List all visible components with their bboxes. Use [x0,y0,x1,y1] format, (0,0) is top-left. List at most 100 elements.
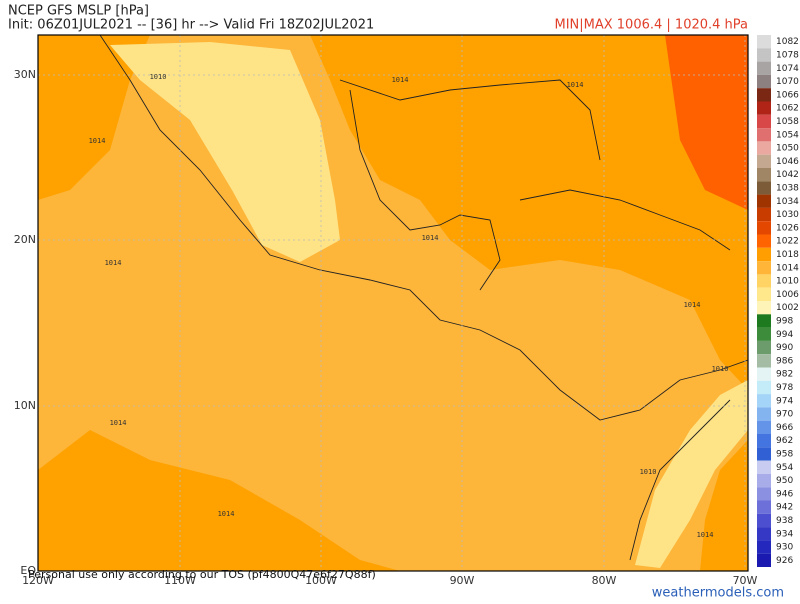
colorbar-cell [757,274,771,288]
colorbar-label: 966 [776,423,793,433]
colorbar-cell [757,128,771,142]
pressure-field [38,430,400,571]
colorbar-cell [757,500,771,514]
colorbar-label: 1046 [776,157,799,167]
colorbar-cell [757,527,771,541]
colorbar-cell [757,314,771,328]
coastlines [99,35,748,561]
colorbar-cell [757,287,771,301]
colorbar-cell [757,473,771,488]
colorbar-label: 1026 [776,223,799,233]
colorbar-cell [757,101,771,115]
contour-label: 1014 [105,259,122,267]
map-area: 1010 1014 1014 1014 1014 1014 1014 1014 1014 1010… [38,35,748,571]
coastline [519,189,731,251]
colorbar-cell [757,367,771,381]
colorbar-label: 1070 [776,77,799,87]
colorbar-cell [757,48,771,62]
colorbar-cell [757,207,771,222]
colorbar-label: 974 [776,396,793,406]
colorbar-cell [757,261,771,275]
coastline [339,79,601,161]
lat-label: 30N [14,68,36,81]
colorbar-label: 1074 [776,64,799,74]
contour-label: 1014 [218,510,235,518]
colorbar-label: 962 [776,436,793,446]
coastline [349,89,501,291]
colorbar-label: 1054 [776,130,799,140]
lat-label: 20N [14,233,36,246]
colorbar-cell [757,434,771,448]
colorbar-label: 942 [776,503,793,513]
colorbar-label: 1038 [776,183,799,193]
colorbar-cell [757,88,771,102]
colorbar-cell [757,181,771,195]
colorbar-cell [757,340,771,355]
colorbar-label: 950 [776,476,793,486]
colorbar-label: 1042 [776,170,799,180]
colorbar-cell [757,154,771,168]
title: NCEP GFS MSLP [hPa] [8,4,149,19]
contour-label: 1014 [89,137,106,145]
lat-label: 10N [14,399,36,412]
colorbar-label: 958 [776,449,793,459]
colorbar-cell [757,420,771,434]
colorbar-cell [757,447,771,461]
contour-label: 1014 [567,81,584,89]
colorbar-label: 1010 [776,277,799,287]
colorbar-cell [757,380,771,395]
colorbar-label: 978 [776,383,793,393]
colorbar-cell [757,327,771,341]
pressure-field [110,42,340,262]
colorbar-label: 1022 [776,237,799,247]
pressure-field [38,35,150,200]
pressure-field [310,35,748,390]
contour-label: 1014 [392,76,409,84]
colorbar-label: 1062 [776,104,799,114]
contour-label: 1010 [150,73,167,81]
colorbar-cell [757,394,771,408]
colorbar-label: 986 [776,356,793,366]
contour-label: 1014 [684,301,701,309]
colorbar-cell [757,114,771,129]
colorbar-cell [757,407,771,421]
colorbar-cell [757,540,771,554]
colorbar-cell [757,487,771,501]
colorbar-label: 982 [776,370,793,380]
colorbar-cell [757,168,771,182]
colorbar-cell [757,61,771,75]
site-link[interactable]: weathermodels.com [652,586,784,601]
colorbar-label: 934 [776,529,793,539]
pressure-field [635,380,748,568]
colorbar-label: 1058 [776,117,799,127]
colorbar-cell [757,35,771,49]
colorbar-cell [757,354,771,368]
colorbar-label: 1034 [776,197,799,207]
colorbar-cell [757,513,771,528]
colorbar-cell [757,247,771,262]
colorbar-label: 1082 [776,37,799,47]
coastline [629,399,731,561]
colorbar-label: 1078 [776,50,799,60]
contour-label: 1010 [640,468,657,476]
colorbar-label: 1030 [776,210,799,220]
colorbar-cell [757,141,771,155]
pressure-field [665,35,748,210]
lon-label: 110W [164,574,196,587]
colorbar-cell [757,74,771,89]
colorbar-label: 1066 [776,90,799,100]
colorbar-label: 938 [776,516,793,526]
contour-label: 1010 [712,365,729,373]
colorbar-label: 998 [776,316,793,326]
colorbar-cell [757,301,771,315]
contour-label: 1014 [697,531,714,539]
colorbar-label: 990 [776,343,793,353]
colorbar-label: 994 [776,330,793,340]
graticule [38,35,748,571]
colorbar-label: 926 [776,556,793,566]
colorbar-cell [757,221,771,235]
contour-label: 1014 [110,419,127,427]
colorbar-label: 1014 [776,263,799,273]
colorbar-label: 1050 [776,144,799,154]
